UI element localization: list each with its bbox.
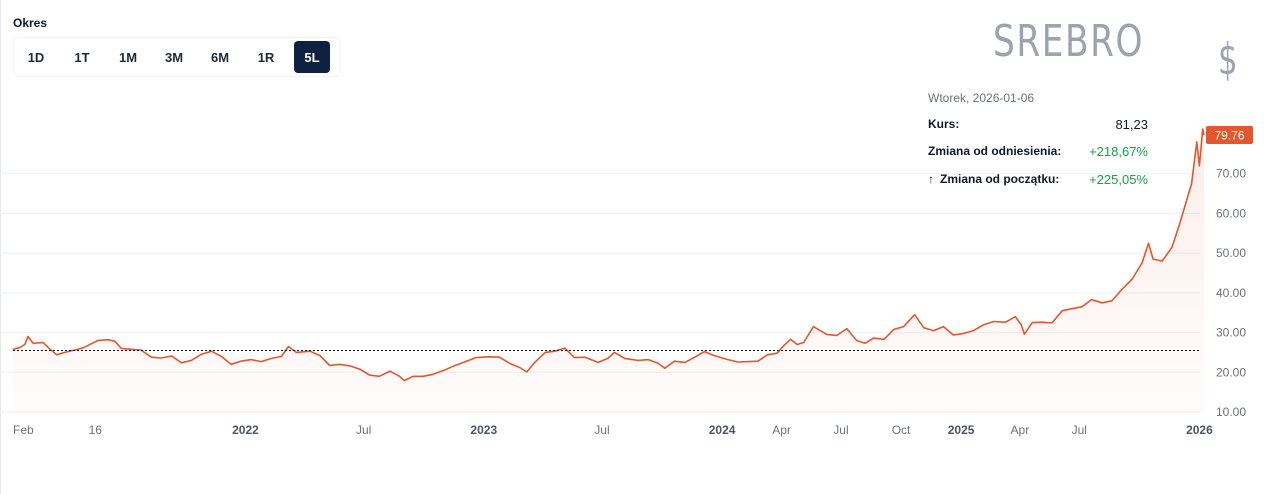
left-border [0, 0, 1, 494]
x-tick-label: Apr [1011, 423, 1030, 437]
x-tick-label: Jul [594, 423, 609, 437]
y-tick-label: 50.00 [1216, 246, 1246, 260]
price-line [12, 128, 1205, 382]
badge-label: 79.76 [1214, 128, 1244, 142]
tooltip-date: Wtorek, 2026-01-06 [928, 91, 1035, 105]
x-tick-label: Oct [892, 423, 911, 437]
tooltip-row-change-reference: Zmiana od odniesienia: +218,67% [928, 144, 1148, 159]
currency-icon: $ [1218, 34, 1238, 85]
tooltip-label: Zmiana od początku: [940, 172, 1060, 186]
asset-name: SREBRO [993, 16, 1145, 67]
last-price-badge: 79.76 [1206, 125, 1253, 144]
y-tick-label: 60.00 [1216, 206, 1246, 220]
x-tick-label: Jul [1072, 423, 1087, 437]
price-area [13, 129, 1204, 412]
y-axis: 10.00 20.00 30.00 40.00 50.00 60.00 70.00 [1216, 167, 1246, 419]
y-tick-label: 10.00 [1216, 405, 1246, 419]
tooltip-label: Kurs: [928, 117, 960, 131]
badge-background [1206, 125, 1253, 144]
tooltip-label: Zmiana od odniesienia: [928, 144, 1062, 158]
y-tick-label: 20.00 [1216, 365, 1246, 379]
x-tick-label: 2022 [232, 423, 259, 437]
x-tick-label: 2025 [948, 423, 975, 437]
x-tick-label: Feb [13, 423, 34, 437]
price-tooltip: Wtorek, 2026-01-06 Kurs: 81,23 Zmiana od… [918, 86, 1158, 196]
y-tick-label: 40.00 [1216, 286, 1246, 300]
period-button-5l[interactable]: 5L [294, 41, 330, 73]
tooltip-value: 81,23 [1115, 117, 1148, 132]
y-tick-label: 70.00 [1216, 167, 1246, 181]
period-selector: 1D 1T 1M 3M 6M 1R 5L [13, 37, 341, 77]
period-button-1t[interactable]: 1T [64, 41, 100, 73]
period-button-3m[interactable]: 3M [156, 41, 192, 73]
period-button-1r[interactable]: 1R [248, 41, 284, 73]
x-tick-label: Jul [833, 423, 848, 437]
x-axis: Feb 16 2022 Jul 2023 Jul 2024 Apr Jul Oct 2025 Apr J… [13, 423, 1213, 437]
period-button-1m[interactable]: 1M [110, 41, 146, 73]
arrow-up-icon: ↑ [928, 172, 934, 186]
period-button-1d[interactable]: 1D [18, 41, 54, 73]
x-tick-label: 2024 [709, 423, 736, 437]
tooltip-value: +225,05% [1089, 172, 1148, 187]
tooltip-value: +218,67% [1089, 144, 1148, 159]
y-tick-label: 30.00 [1216, 326, 1246, 340]
tooltip-row-change-start: ↑ Zmiana od początku: +225,05% [928, 172, 1148, 187]
x-tick-label: 16 [89, 423, 103, 437]
x-tick-label: 2026 [1186, 423, 1213, 437]
period-button-6m[interactable]: 6M [202, 41, 238, 73]
x-tick-label: 2023 [470, 423, 497, 437]
period-label: Okres [13, 16, 48, 30]
x-tick-label: Apr [772, 423, 791, 437]
x-tick-label: Jul [356, 423, 371, 437]
tooltip-row-price: Kurs: 81,23 [928, 117, 1148, 132]
price-chart[interactable]: 10.00 20.00 30.00 40.00 50.00 60.00 70.00 Feb 1… [0, 120, 1271, 440]
